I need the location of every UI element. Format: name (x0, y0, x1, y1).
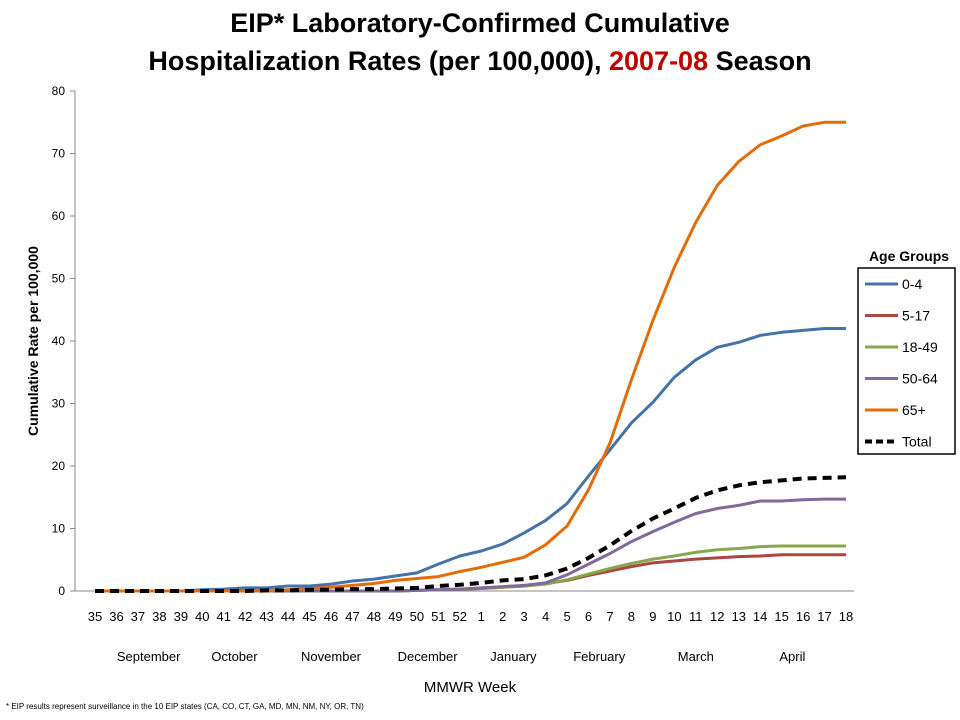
legend-label: 0-4 (902, 276, 922, 292)
x-tick-label: 41 (217, 609, 231, 624)
x-tick-label: 6 (585, 609, 592, 624)
x-tick-label: 46 (324, 609, 338, 624)
month-label: April (779, 649, 805, 664)
x-tick-label: 45 (302, 609, 316, 624)
x-tick-label: 3 (521, 609, 528, 624)
legend-label: 18-49 (902, 339, 938, 355)
y-tick-label: 30 (52, 397, 66, 411)
title-season: 2007-08 (609, 46, 709, 76)
legend-label: 65+ (902, 402, 926, 418)
y-tick-label: 60 (52, 209, 66, 223)
x-tick-label: 37 (131, 609, 145, 624)
legend-label: 5-17 (902, 308, 930, 324)
x-tick-label: 40 (195, 609, 209, 624)
x-tick-label: 36 (109, 609, 123, 624)
month-label: October (211, 649, 258, 664)
y-tick-label: 0 (58, 584, 65, 598)
x-tick-label: 13 (731, 609, 745, 624)
title-suffix: Season (708, 46, 812, 76)
x-tick-label: 52 (453, 609, 467, 624)
x-axis-title: MMWR Week (424, 679, 517, 696)
x-tick-label: 39 (174, 609, 188, 624)
x-tick-label: 15 (774, 609, 788, 624)
y-tick-label: 10 (52, 522, 66, 536)
x-tick-label: 14 (753, 609, 767, 624)
month-label: September (117, 649, 181, 664)
y-tick-label: 70 (52, 147, 66, 161)
month-label: February (573, 649, 626, 664)
series-line-65+ (95, 120, 846, 593)
x-tick-label: 17 (817, 609, 831, 624)
month-label: November (301, 649, 362, 664)
x-tick-label: 42 (238, 609, 252, 624)
series-line-50-64 (95, 497, 846, 593)
x-tick-label: 9 (649, 609, 656, 624)
y-axis-title: Cumulative Rate per 100,000 (25, 246, 41, 436)
month-label: January (490, 649, 537, 664)
y-tick-label: 40 (52, 334, 66, 348)
series-line-Total (95, 475, 847, 593)
y-tick-label: 50 (52, 272, 66, 286)
chart-title-line1: EIP* Laboratory-Confirmed Cumulative (230, 8, 730, 38)
footnote: * EIP results represent surveillance in … (6, 702, 364, 711)
x-tick-label: 35 (88, 609, 102, 624)
x-tick-label: 2 (499, 609, 506, 624)
month-label: December (398, 649, 459, 664)
x-tick-label: 51 (431, 609, 445, 624)
legend-label: Total (902, 434, 932, 450)
x-tick-label: 8 (628, 609, 635, 624)
x-tick-label: 4 (542, 609, 549, 624)
x-tick-label: 47 (345, 609, 359, 624)
chart-title-line2: Hospitalization Rates (per 100,000), 200… (0, 46, 960, 77)
legend-title: Age Groups (869, 248, 949, 264)
x-tick-label: 12 (710, 609, 724, 624)
x-tick-label: 44 (281, 609, 295, 624)
x-tick-label: 43 (259, 609, 273, 624)
x-tick-label: 11 (689, 609, 703, 624)
month-label: March (678, 649, 714, 664)
x-tick-label: 50 (410, 609, 424, 624)
x-tick-label: 18 (839, 609, 853, 624)
title-text: Hospitalization Rates (per 100,000), (148, 46, 609, 76)
x-tick-label: 1 (478, 609, 485, 624)
x-tick-label: 5 (563, 609, 570, 624)
x-tick-label: 7 (606, 609, 613, 624)
x-tick-label: 49 (388, 609, 402, 624)
x-tick-label: 38 (152, 609, 166, 624)
y-tick-label: 20 (52, 459, 66, 473)
x-tick-label: 10 (667, 609, 681, 624)
y-tick-label: 80 (52, 84, 66, 98)
legend-label: 50-64 (902, 371, 938, 387)
legend-box (857, 267, 956, 455)
series-line-0-4 (95, 327, 846, 593)
x-tick-label: 48 (367, 609, 381, 624)
x-tick-label: 16 (796, 609, 810, 624)
